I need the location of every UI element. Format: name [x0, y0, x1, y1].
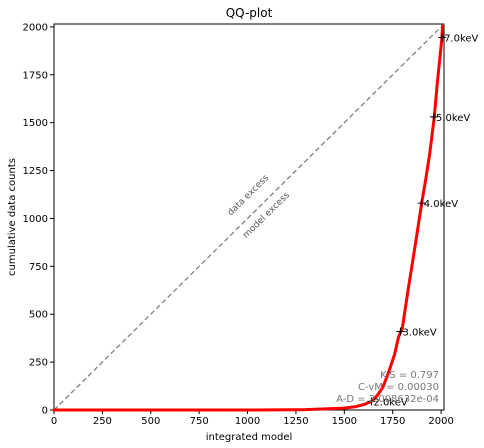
- stat-line: A-D = 2.008632e-04: [336, 394, 439, 405]
- energy-marker-label: 5.0keV: [436, 113, 470, 124]
- x-axis: 0 250 500 750 1000 1250 1500 1750 2000: [51, 410, 454, 427]
- x-tick-label: 1500: [332, 416, 357, 427]
- x-tick-label: 1250: [283, 416, 308, 427]
- x-tick-label: 750: [190, 416, 209, 427]
- diagonal-line: [53, 23, 445, 411]
- x-tick-label: 2000: [428, 416, 453, 427]
- y-tick-label: 1500: [23, 118, 48, 129]
- y-axis: 0 250 500 750 1000 1250 1500 1750 2000: [23, 22, 54, 417]
- stat-line: K-S = 0.797: [380, 370, 439, 381]
- chart-title: QQ-plot: [226, 6, 273, 20]
- x-tick-label: 250: [93, 416, 112, 427]
- energy-markers: 2.0keV 3.0keV 4.0keV 5.0keV 7.0keV: [367, 33, 479, 408]
- y-tick-label: 1750: [23, 70, 48, 81]
- energy-marker-label: 7.0keV: [444, 33, 478, 44]
- energy-marker-label: 4.0keV: [424, 199, 458, 210]
- energy-marker-label: 2.0keV: [373, 397, 407, 408]
- y-tick-label: 1000: [23, 214, 48, 225]
- y-tick-label: 0: [42, 406, 48, 417]
- x-tick-label: 500: [141, 416, 160, 427]
- x-axis-label: integrated model: [206, 432, 293, 443]
- x-tick-label: 0: [51, 416, 57, 427]
- x-tick-label: 1750: [380, 416, 405, 427]
- y-tick-label: 750: [29, 262, 48, 273]
- y-tick-label: 2000: [23, 22, 48, 33]
- y-tick-label: 500: [29, 310, 48, 321]
- y-axis-label: cumulative data counts: [7, 158, 18, 276]
- x-tick-label: 1000: [235, 416, 260, 427]
- y-tick-label: 1250: [23, 166, 48, 177]
- stat-line: C-vM = 0.00030: [358, 382, 439, 393]
- y-tick-label: 250: [29, 358, 48, 369]
- energy-marker-label: 3.0keV: [402, 327, 436, 338]
